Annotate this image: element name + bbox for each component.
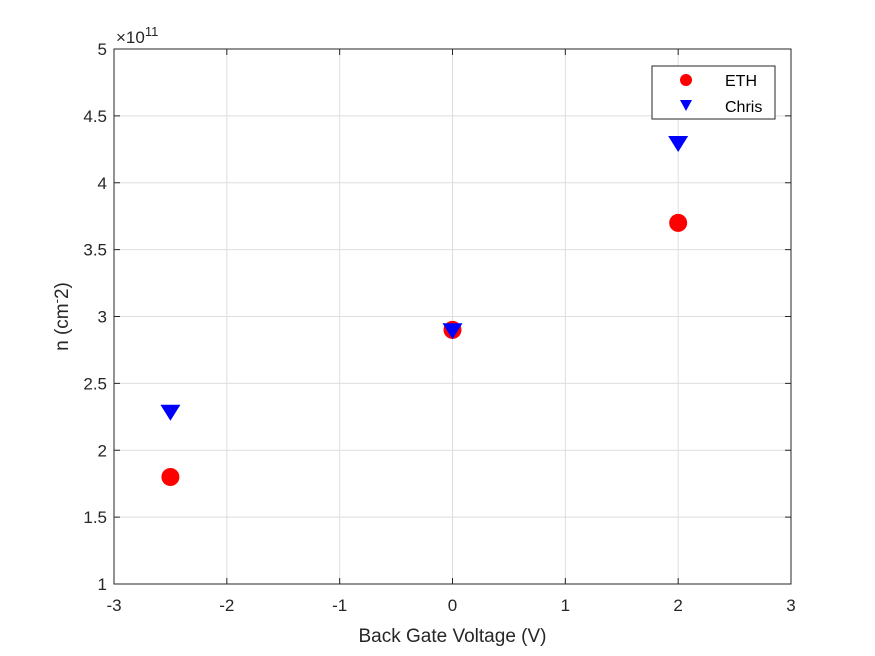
axes-box <box>113 48 792 585</box>
data-point-chris <box>668 135 689 152</box>
y-axis-label: n (cm-2) <box>49 282 73 351</box>
data-point-eth <box>161 468 180 486</box>
grid <box>114 49 791 584</box>
x-tick-label: 0 <box>448 596 457 615</box>
y-tick-label: 1.5 <box>83 508 107 527</box>
y-tick-label: 4.5 <box>83 107 107 126</box>
legend-marker-chris <box>680 100 692 111</box>
x-tick-label: -1 <box>332 596 347 615</box>
y-tick-label: 3 <box>98 308 107 327</box>
y-tick-label: 3.5 <box>83 241 107 260</box>
y-tick-label: 2 <box>98 441 107 460</box>
x-axis-ticks: -3 -2 -1 0 1 2 3 <box>106 49 796 615</box>
y-exponent-power: 11 <box>145 24 159 39</box>
x-axis-label: Back Gate Voltage (V) <box>359 626 547 647</box>
data-point-chris <box>442 323 463 340</box>
legend: ETH Chris <box>651 65 776 120</box>
legend-marker-eth <box>680 74 692 86</box>
y-exponent-base: ×10 <box>116 28 145 47</box>
legend-box <box>651 65 776 120</box>
y-tick-label: 4 <box>98 174 107 193</box>
y-exponent-label: ×1011 <box>116 24 158 47</box>
y-axis-ticks: 1 1.5 2 2.5 3 3.5 4 4.5 5 <box>83 40 791 594</box>
y-axis-label-end: 2) <box>52 282 73 299</box>
x-tick-label: 1 <box>561 596 570 615</box>
data-point-chris <box>160 404 181 421</box>
legend-label-chris: Chris <box>725 99 762 116</box>
y-tick-label: 2.5 <box>83 374 107 393</box>
legend-label-eth: ETH <box>725 73 757 90</box>
x-tick-label: 2 <box>673 596 682 615</box>
x-tick-label: -2 <box>219 596 234 615</box>
y-axis-label-sup: - <box>49 299 64 303</box>
x-tick-label: 3 <box>786 596 795 615</box>
y-tick-label: 1 <box>98 575 107 594</box>
data-point-eth <box>669 213 688 232</box>
y-tick-label: 5 <box>98 40 107 59</box>
x-tick-label: -3 <box>106 596 121 615</box>
data-points <box>160 135 689 486</box>
y-axis-label-main: n (cm <box>52 303 73 351</box>
